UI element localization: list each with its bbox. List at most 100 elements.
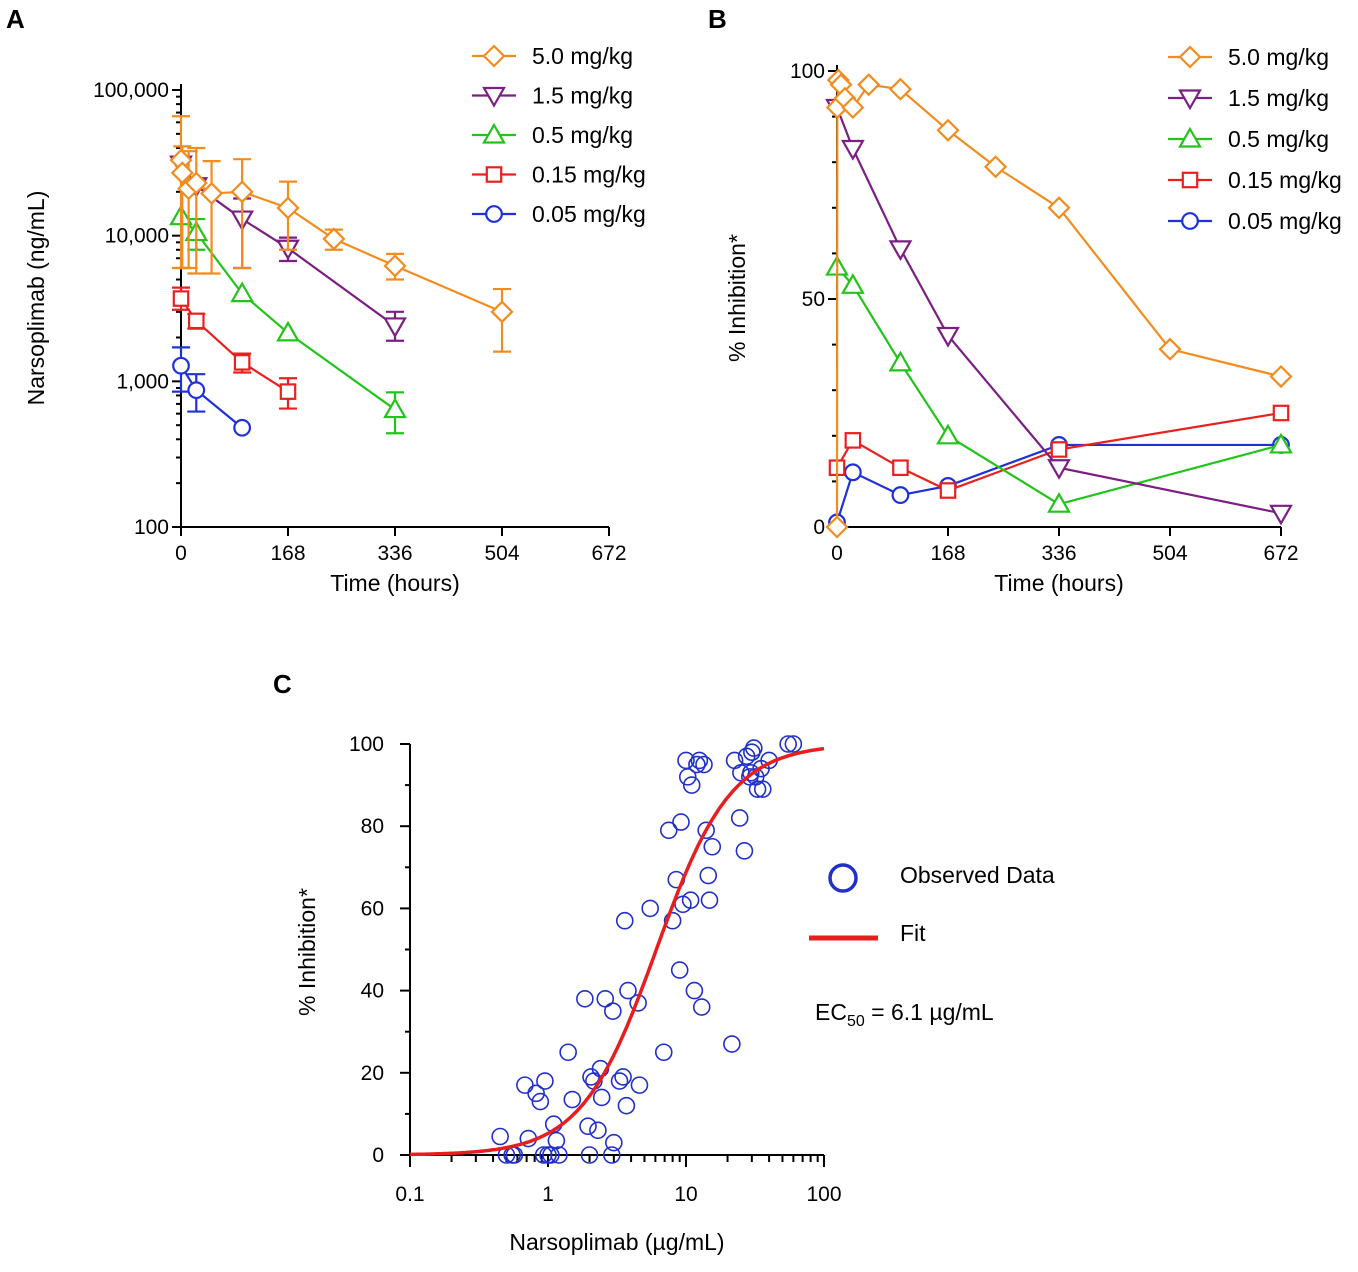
fit-line bbox=[410, 746, 825, 1157]
observed-point bbox=[617, 1096, 636, 1115]
observed-point bbox=[681, 891, 700, 909]
observed-point bbox=[603, 1146, 621, 1164]
y-tick-label: 0 bbox=[813, 516, 825, 539]
data-point bbox=[984, 155, 1008, 179]
data-point bbox=[841, 95, 865, 120]
observed-point bbox=[576, 990, 594, 1008]
legend-entry: 0.5 mg/kg bbox=[1168, 126, 1329, 152]
panel-b-y-axis-label: % Inhibition* bbox=[724, 234, 750, 362]
data-point bbox=[1050, 441, 1068, 458]
legend-observed-marker bbox=[828, 863, 858, 893]
legend-marker bbox=[482, 44, 506, 68]
panel-c-ec50-annotation: EC50 = 6.1 µg/mL bbox=[815, 999, 994, 1030]
panel-b-x-axis-label: Time (hours) bbox=[994, 570, 1124, 596]
legend-label: 0.15 mg/kg bbox=[1228, 167, 1342, 193]
observed-point bbox=[592, 1088, 611, 1107]
legend-label: 5.0 mg/kg bbox=[1228, 44, 1329, 70]
legend-label: 0.05 mg/kg bbox=[1228, 208, 1342, 234]
observed-point bbox=[682, 776, 701, 794]
observed-point bbox=[735, 842, 754, 860]
data-point bbox=[888, 77, 912, 101]
data-point bbox=[843, 463, 862, 482]
observed-point bbox=[723, 1035, 741, 1053]
series-5-0-mg-kg bbox=[169, 115, 514, 353]
panel-a-axes: 0 168 336 504 672 100 1,000 10,000 100,000 bbox=[93, 79, 626, 565]
observed-point bbox=[685, 981, 704, 1000]
y-tick-label: 100 bbox=[790, 60, 825, 83]
data-point bbox=[276, 320, 300, 342]
data-point bbox=[936, 118, 960, 142]
observed-point bbox=[491, 1127, 509, 1146]
panel-c-y-axis-label: % Inhibition* bbox=[294, 888, 320, 1016]
observed-point bbox=[695, 755, 713, 774]
panel-c-x-axis-label: Narsoplimab (µg/mL) bbox=[509, 1229, 724, 1255]
panel-a-y-axis-label: Narsoplimab (ng/mL) bbox=[23, 191, 49, 406]
data-point bbox=[891, 486, 910, 504]
data-point bbox=[187, 312, 205, 330]
data-point bbox=[230, 180, 254, 204]
data-point bbox=[1269, 504, 1293, 526]
observed-point bbox=[527, 1084, 545, 1103]
legend-label: 1.5 mg/kg bbox=[1228, 85, 1329, 111]
observed-point bbox=[784, 735, 803, 753]
data-point bbox=[233, 354, 251, 371]
observed-point bbox=[745, 739, 763, 757]
observed-point bbox=[547, 1131, 566, 1150]
observed-point bbox=[516, 1076, 534, 1094]
observed-point bbox=[596, 990, 615, 1008]
legend-label: 0.15 mg/kg bbox=[532, 162, 646, 188]
data-point bbox=[1269, 432, 1293, 454]
x-tick-label: 336 bbox=[377, 542, 412, 565]
y-tick-label: 100 bbox=[134, 516, 169, 539]
panel-b-inhibition-chart: B Time (hours) % Inhibition* 0 168 336 504 6… bbox=[708, 4, 1342, 596]
data-point bbox=[857, 73, 881, 97]
observed-point bbox=[753, 780, 772, 799]
legend-marker bbox=[1178, 89, 1202, 111]
data-point bbox=[1269, 364, 1293, 389]
data-point bbox=[383, 254, 407, 278]
panel-c-legend: Observed Data Fit bbox=[809, 862, 1055, 946]
legend-entry: 5.0 mg/kg bbox=[472, 43, 633, 69]
data-point bbox=[888, 350, 913, 372]
data-point bbox=[172, 356, 190, 375]
legend-label: 5.0 mg/kg bbox=[532, 43, 633, 69]
observed-point bbox=[690, 751, 709, 770]
y-tick-label: 40 bbox=[361, 980, 384, 1003]
panel-a-series bbox=[169, 115, 514, 437]
data-point bbox=[844, 432, 862, 449]
legend-marker bbox=[485, 205, 503, 223]
y-tick-label: 80 bbox=[361, 815, 384, 838]
data-point bbox=[1158, 337, 1182, 361]
legend-entry: 0.15 mg/kg bbox=[1168, 167, 1342, 193]
observed-point bbox=[604, 1002, 622, 1020]
observed-point bbox=[531, 1092, 550, 1111]
panel-a-x-axis-label: Time (hours) bbox=[330, 570, 460, 596]
data-point bbox=[840, 273, 865, 294]
legend-label: 1.5 mg/kg bbox=[532, 83, 633, 109]
data-point bbox=[892, 459, 909, 477]
data-point bbox=[172, 290, 190, 307]
legend-entry-observed: Observed Data bbox=[828, 862, 1055, 893]
legend-observed-label: Observed Data bbox=[900, 862, 1055, 888]
legend-label: 0.5 mg/kg bbox=[532, 122, 633, 148]
observed-point bbox=[536, 1072, 554, 1090]
legend-entry: 0.5 mg/kg bbox=[472, 122, 633, 148]
data-point bbox=[187, 381, 206, 400]
x-tick-label: 0 bbox=[175, 542, 187, 565]
data-point bbox=[888, 240, 913, 262]
x-tick-label: 0 bbox=[831, 542, 843, 565]
observed-point bbox=[589, 1121, 607, 1140]
legend-entry-fit: Fit bbox=[809, 920, 926, 946]
x-tick-label: 1 bbox=[542, 1183, 554, 1206]
panel-b-legend: 5.0 mg/kg 1.5 mg/kg 0.5 mg/kg 0.15 mg/kg 0.0… bbox=[1168, 44, 1342, 234]
y-tick-label: 10,000 bbox=[105, 225, 169, 248]
panel-a-pk-chart: A Time (hours) Narsoplimab (ng/mL) 0 168 3… bbox=[6, 4, 646, 596]
x-tick-label: 336 bbox=[1041, 542, 1076, 565]
data-point bbox=[490, 300, 514, 324]
legend-marker bbox=[1178, 126, 1202, 148]
data-point bbox=[936, 326, 960, 348]
data-point bbox=[322, 227, 346, 251]
panel-a-letter: A bbox=[6, 4, 25, 34]
observed-point bbox=[663, 911, 682, 930]
data-point bbox=[170, 161, 194, 185]
